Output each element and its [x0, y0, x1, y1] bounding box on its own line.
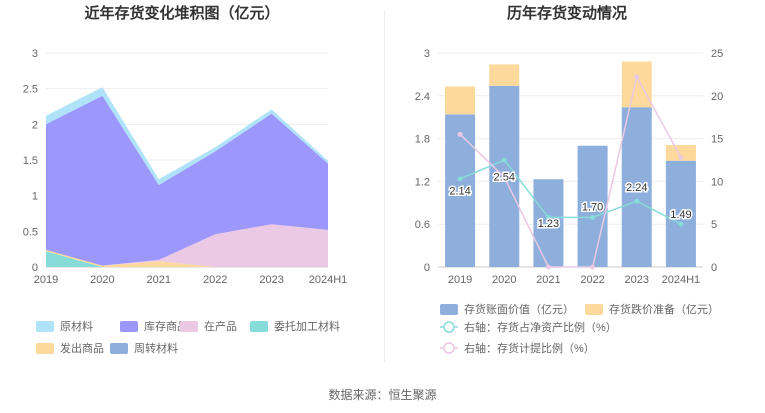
left-legend-swatch: [36, 321, 54, 332]
point-provision-ratio: [634, 74, 640, 80]
bar-impairment-reserve: [665, 145, 696, 161]
bar-impairment-reserve: [489, 64, 520, 86]
left-legend-label: 周转材料: [134, 341, 178, 355]
bar-impairment-reserve: [445, 86, 476, 115]
right-chart-title: 历年存货变动情况: [507, 4, 627, 22]
right-legend-label: 存货账面价值（亿元）: [464, 302, 574, 316]
left-legend-label: 在产品: [204, 319, 237, 333]
inventory-stacked-area-chart: 近年存货变化堆积图（亿元） 0 0.5 1 1.5 2 2.5 3 2019 2020 2021 2…: [23, 4, 348, 355]
right-left-y-tick-label: 3: [424, 48, 430, 60]
left-y-tick-label: 0.5: [23, 226, 38, 238]
point-provision-ratio: [501, 174, 507, 180]
right-left-y-tick-label: 0: [424, 262, 430, 274]
data-source-footer: 数据来源：恒生聚源: [328, 388, 437, 402]
point-inventory-net-asset-ratio: [634, 198, 640, 204]
point-provision-ratio: [678, 154, 684, 160]
bar-data-label: 1.70: [582, 201, 603, 213]
bar-data-label: 2.24: [626, 182, 647, 194]
chart-divider: [384, 10, 385, 362]
point-provision-ratio: [457, 131, 463, 137]
right-x-tick-label: 2021: [536, 274, 560, 286]
right-left-y-tick-label: 1.2: [415, 176, 430, 188]
right-right-y-tick-label: 15: [711, 134, 723, 146]
left-y-tick-label: 0: [32, 262, 38, 274]
bar-book-value: [445, 114, 476, 267]
point-inventory-net-asset-ratio: [457, 176, 463, 182]
right-legend-swatch: [585, 304, 603, 315]
bar-data-label: 2.54: [494, 171, 515, 183]
point-inventory-net-asset-ratio: [545, 214, 551, 220]
left-x-tick-label: 2021: [147, 274, 171, 286]
area-series-库存商品: [46, 95, 328, 266]
right-legend-swatch: [440, 304, 458, 315]
bar-impairment-reserve: [621, 61, 652, 108]
point-provision-ratio: [590, 264, 596, 270]
left-x-tick-label: 2023: [259, 274, 283, 286]
right-legend-label: 右轴：存货占净资产比例（%）: [464, 320, 617, 334]
line-inventory-net-asset-ratio: [459, 159, 682, 225]
right-left-y-tick-label: 2.4: [415, 91, 430, 103]
right-left-y-tick-label: 1.8: [415, 134, 430, 146]
area-series-委托加工材料: [46, 251, 328, 267]
right-right-y-tick-label: 20: [711, 91, 723, 103]
line-provision-ratio: [459, 74, 682, 268]
left-x-tick-label: 2020: [90, 274, 114, 286]
right-right-y-tick-label: 0: [711, 262, 717, 274]
area-series-在产品: [46, 224, 328, 267]
left-y-tick-label: 1: [32, 191, 38, 203]
area-series-原材料: [46, 87, 328, 185]
left-legend-label: 委托加工材料: [274, 319, 340, 333]
point-provision-ratio: [545, 264, 551, 270]
left-x-tick-label: 2024H1: [309, 274, 348, 286]
left-legend-swatch: [36, 343, 54, 354]
right-x-tick-label: 2019: [448, 274, 472, 286]
point-inventory-net-asset-ratio: [501, 157, 507, 163]
right-right-y-tick-label: 10: [711, 176, 723, 188]
right-right-y-tick-label: 25: [711, 48, 723, 60]
bar-data-label: 1.23: [538, 218, 559, 230]
right-legend-marker: [443, 321, 455, 333]
left-y-tick-label: 2: [32, 119, 38, 131]
right-x-tick-label: 2020: [492, 274, 516, 286]
right-x-tick-label: 2022: [580, 274, 604, 286]
inventory-change-bar-line-chart: 历年存货变动情况 2.142.541.231.702.241.49 00.61.…: [415, 4, 724, 355]
left-chart-title: 近年存货变化堆积图（亿元）: [84, 4, 279, 22]
bar-book-value: [665, 160, 696, 267]
left-y-tick-label: 1.5: [23, 155, 38, 167]
left-x-tick-label: 2019: [34, 274, 58, 286]
bar-data-label: 1.49: [670, 209, 691, 221]
left-legend-swatch: [250, 321, 268, 332]
bar-data-label: 2.14: [449, 186, 470, 198]
point-inventory-net-asset-ratio: [678, 221, 684, 227]
bar-book-value: [577, 145, 608, 267]
right-x-tick-label: 2023: [625, 274, 649, 286]
right-legend-label: 存货跌价准备（亿元）: [609, 302, 719, 316]
left-x-tick-label: 2022: [203, 274, 227, 286]
left-y-tick-label: 3: [32, 48, 38, 60]
right-left-y-tick-label: 0.6: [415, 219, 430, 231]
left-legend-swatch: [120, 321, 138, 332]
right-right-y-tick-label: 5: [711, 219, 717, 231]
right-x-tick-label: 2024H1: [662, 274, 701, 286]
point-inventory-net-asset-ratio: [590, 214, 596, 220]
right-legend-label: 右轴：存货计提比例（%）: [464, 341, 595, 355]
left-legend-label: 发出商品: [60, 341, 104, 355]
left-legend-label: 库存商品: [144, 319, 188, 333]
right-legend-marker: [443, 342, 455, 354]
left-legend-swatch: [180, 321, 198, 332]
left-legend-label: 原材料: [60, 319, 93, 333]
left-legend-swatch: [110, 343, 128, 354]
bar-book-value: [533, 179, 564, 267]
bar-book-value: [621, 107, 652, 267]
left-y-tick-label: 2.5: [23, 84, 38, 96]
